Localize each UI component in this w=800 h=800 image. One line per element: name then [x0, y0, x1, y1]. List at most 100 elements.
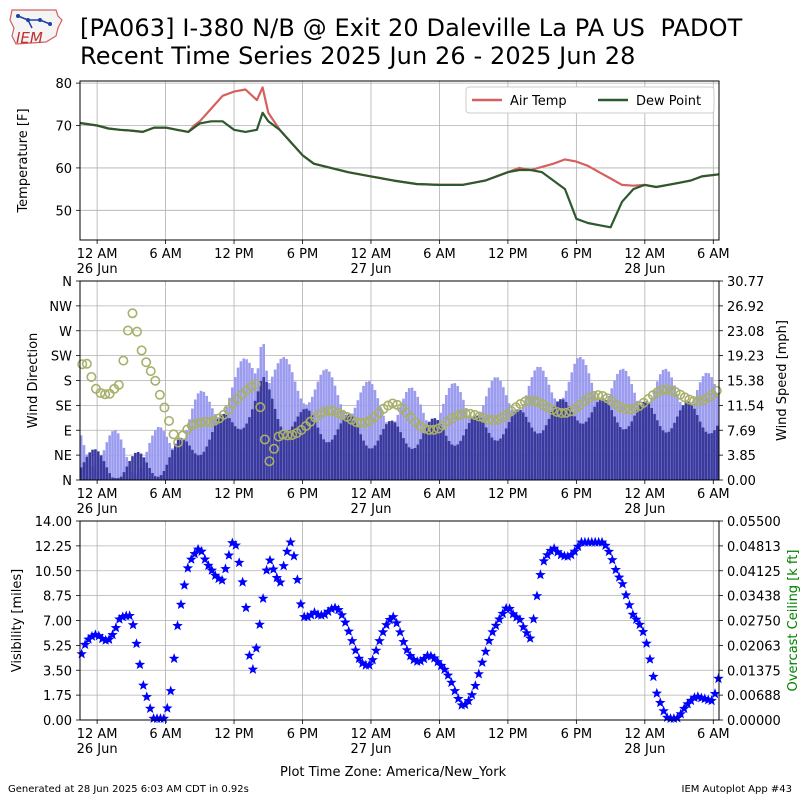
wind-speed-bar: [633, 415, 636, 480]
axes-frame: [79, 280, 720, 481]
wind-speed-bar: [405, 443, 408, 480]
wind-speed-bar: [199, 454, 203, 480]
wind-speed-bar: [693, 408, 696, 480]
wind-gust-bar: [148, 442, 151, 480]
visibility-marker: [398, 636, 409, 647]
x-tick-date-label: 27 Jun: [350, 502, 391, 517]
visibility-marker: [117, 611, 128, 622]
visibility-marker: [562, 551, 573, 561]
wind-speed-bar: [561, 399, 565, 480]
visibility-marker: [405, 650, 416, 661]
visibility-marker: [435, 660, 447, 671]
wind-speed-bar: [205, 446, 208, 480]
wind-gust-bar: [122, 447, 126, 480]
visibility-marker: [158, 713, 170, 723]
ceiling-tick-label: 0.04125: [727, 565, 781, 580]
wind-speed-bar: [111, 477, 114, 480]
wind-gust-bar: [111, 431, 114, 480]
visibility-marker: [620, 589, 632, 600]
wind-speed-bar: [696, 415, 699, 480]
wind-gust-bar: [199, 390, 203, 480]
wind-direction-marker: [287, 429, 298, 440]
wind-speed-bar: [410, 448, 414, 480]
wind-direction-marker: [488, 415, 499, 426]
wind-speed-bar: [627, 426, 631, 480]
wind-gust-bar: [242, 358, 246, 480]
wind-speed-bar: [581, 423, 585, 480]
wind-gust-bar: [79, 435, 83, 480]
visibility-marker: [370, 645, 382, 655]
wind-speed-bar: [541, 430, 545, 480]
visibility-marker: [189, 548, 200, 559]
wind-speed-bar: [367, 448, 371, 480]
visibility-marker: [603, 546, 615, 557]
wind-gust-bar: [707, 373, 711, 480]
wind-gust-bar: [205, 395, 208, 480]
wind-speed-bar: [268, 389, 271, 480]
visibility-marker: [93, 630, 105, 641]
wind-direction-marker: [282, 430, 293, 441]
wind-gust-bar: [710, 377, 713, 480]
x-tick-label: 6 PM: [561, 247, 592, 262]
visibility-marker: [364, 659, 375, 670]
visibility-marker: [257, 593, 269, 603]
wind-speed-bar: [122, 472, 126, 480]
wind-direction-marker: [593, 390, 604, 401]
wind-direction-marker: [150, 375, 161, 386]
visibility-tick-label: 8.75: [43, 590, 72, 605]
wind-speed-bar: [573, 416, 576, 480]
chart-title-line1: [PA063] I-380 N/B @ Exit 20 Daleville La…: [80, 14, 743, 42]
x-tick-label: 12 PM: [488, 487, 528, 502]
visibility-marker: [507, 608, 519, 619]
visibility-marker: [353, 653, 365, 664]
x-tick-label: 6 PM: [561, 487, 592, 502]
wind-direction-marker: [469, 409, 480, 420]
wind-speed-bar: [262, 377, 266, 480]
wind-gust-bar: [191, 408, 194, 480]
wind-speed-bar: [544, 425, 548, 480]
wind-gust-bar: [502, 387, 505, 480]
wind-gust-bar: [282, 357, 285, 480]
wind-speed-bar: [522, 412, 525, 480]
visibility-marker: [473, 668, 484, 679]
wind-speed-bar: [447, 440, 451, 480]
visibility-marker: [247, 663, 259, 674]
wind-speed-bar: [105, 467, 109, 480]
x-tick-label: 12 AM: [351, 247, 392, 262]
visibility-marker: [524, 632, 536, 643]
wind-gust-bar: [459, 392, 462, 480]
visibility-marker: [535, 569, 546, 580]
wind-gust-bar: [330, 377, 334, 480]
wind-speed-bar: [676, 416, 679, 480]
visibility-marker: [470, 680, 481, 691]
visibility-marker: [514, 614, 526, 625]
ceiling-tick-label: 0.02063: [727, 639, 781, 654]
wind-gust-bar: [490, 381, 494, 480]
wind-direction-marker: [81, 358, 92, 369]
wind-gust-bar: [288, 364, 291, 480]
wind-speed-bar: [530, 427, 534, 480]
visibility-marker: [172, 620, 183, 631]
visibility-marker: [528, 613, 539, 624]
wind-speed-bar: [114, 478, 117, 480]
wind-gust-bar: [664, 368, 668, 480]
x-tick-date-label: 27 Jun: [350, 742, 391, 757]
visibility-marker: [305, 609, 317, 620]
wind-speed-bar: [556, 401, 559, 480]
direction-tick-label: E: [64, 424, 72, 439]
visibility-marker: [596, 536, 608, 547]
wind-direction-marker: [419, 423, 430, 434]
visibility-marker: [531, 590, 543, 601]
wind-gust-bar: [333, 385, 337, 480]
wind-speed-bar: [579, 423, 582, 480]
visibility-marker: [220, 563, 231, 574]
wind-gust-bar: [365, 381, 368, 480]
wind-speed-bar: [196, 455, 200, 480]
wind-gust-bar: [322, 370, 325, 480]
wind-speed-bar: [99, 455, 103, 480]
wind-direction-marker: [191, 418, 202, 429]
wind-speed-bar: [482, 422, 485, 480]
wind-direction-marker: [168, 429, 179, 440]
wind-speed-bar: [462, 435, 465, 480]
wind-speed-bar: [316, 427, 320, 480]
